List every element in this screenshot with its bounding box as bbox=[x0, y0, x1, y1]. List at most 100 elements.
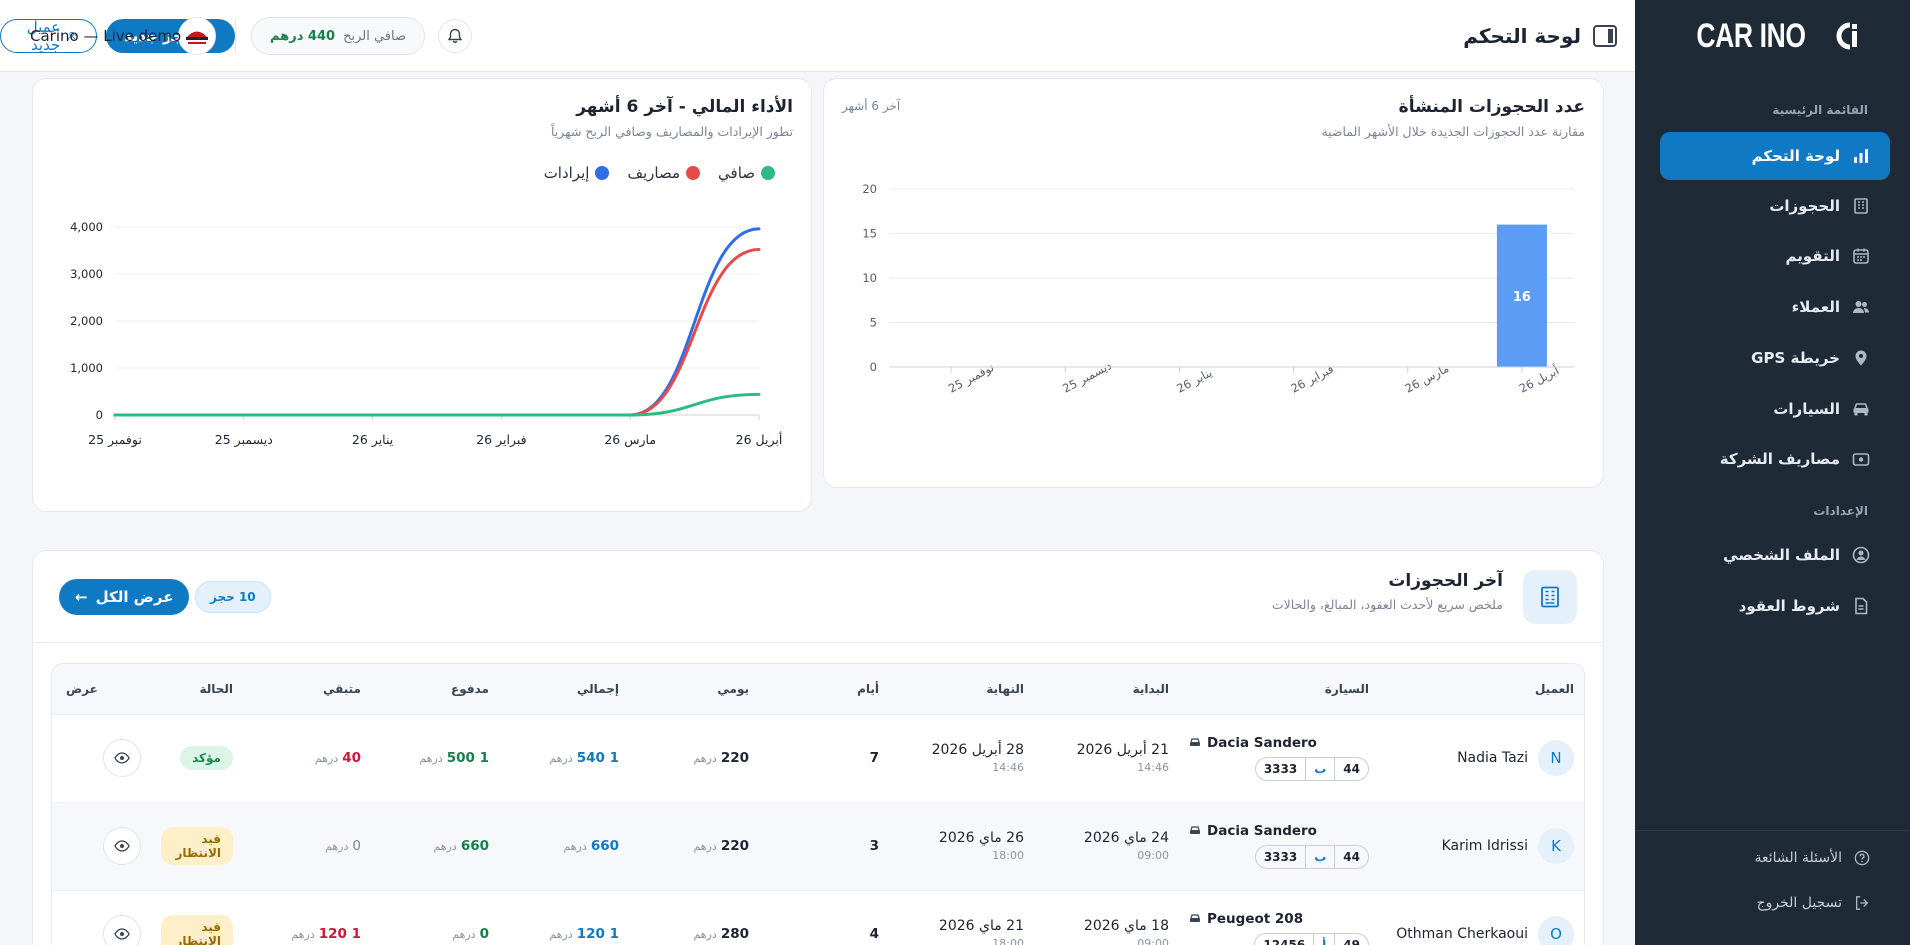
client-name[interactable]: Nadia Tazi bbox=[1457, 750, 1528, 766]
sidebar-item-label: مصاريف الشركة bbox=[1719, 450, 1840, 468]
sidebar-item-calendar[interactable]: التقويم bbox=[1660, 232, 1890, 280]
col-header-start[interactable]: البداية bbox=[1034, 664, 1179, 715]
bookings-chart-subtitle: مقارنة عدد الحجوزات الجديدة خلال الأشهر … bbox=[1321, 124, 1585, 139]
client-avatar: N bbox=[1538, 740, 1574, 776]
col-header-end[interactable]: النهاية bbox=[889, 664, 1034, 715]
table-row[interactable]: O Othman Cherkaoui Peugeot 208 12456 أ 49 1… bbox=[52, 890, 1584, 945]
days-count: 7 bbox=[869, 750, 879, 766]
paid-amount: 0 bbox=[479, 926, 489, 942]
view-booking-button[interactable] bbox=[103, 739, 141, 777]
currency-label: درهم bbox=[549, 928, 573, 941]
car-name[interactable]: Dacia Sandero bbox=[1189, 823, 1369, 839]
sidebar-item-profile[interactable]: الملف الشخصي bbox=[1660, 531, 1890, 579]
finance-chart-title: الأداء المالي - آخر 6 أشهر bbox=[576, 97, 793, 117]
sidebar-item-clients[interactable]: العملاء bbox=[1660, 283, 1890, 331]
currency-label: درهم bbox=[325, 840, 349, 853]
recent-bookings-header: آخر الحجوزات ملخص سريع لأحدث العقود، الم… bbox=[33, 551, 1603, 643]
legend-dot-revenue bbox=[595, 166, 610, 180]
col-header-car[interactable]: السيارة bbox=[1179, 664, 1379, 715]
sidebar-item-cars[interactable]: السيارات bbox=[1660, 385, 1890, 433]
currency-label: درهم bbox=[693, 840, 717, 853]
col-header-paid[interactable]: مدفوع bbox=[371, 664, 499, 715]
sidebar-item-label: العملاء bbox=[1791, 298, 1840, 316]
sidebar-faq-link[interactable]: الأسئلة الشائعة bbox=[1660, 850, 1890, 866]
col-header-days[interactable]: أيام bbox=[759, 664, 889, 715]
new-client-button[interactable]: عميل جديد bbox=[0, 18, 97, 54]
plate-letter: ب bbox=[1305, 758, 1336, 780]
remaining-amount: 40 bbox=[342, 750, 361, 766]
logout-icon bbox=[1856, 896, 1869, 910]
end-time: 18:00 bbox=[992, 937, 1024, 945]
table-row[interactable]: K Karim Idrissi Dacia Sandero 3333 ب 44 24 … bbox=[52, 802, 1584, 891]
car-icon bbox=[1190, 914, 1200, 922]
view-all-label: عرض الكل bbox=[95, 588, 174, 606]
app-logo[interactable]: CAR INO bbox=[1635, 0, 1910, 72]
plate-region: 49 bbox=[1343, 938, 1360, 945]
legend-item-expenses[interactable]: مصاريف bbox=[627, 164, 701, 182]
legend-item-net[interactable]: صافي bbox=[718, 164, 775, 182]
sidebar-toggle-icon[interactable] bbox=[1593, 25, 1617, 47]
faq-label: الأسئلة الشائعة bbox=[1754, 850, 1843, 866]
sidebar-item-bookings[interactable]: الحجوزات bbox=[1660, 182, 1890, 230]
col-header-client[interactable]: العميل bbox=[1379, 664, 1584, 715]
line-chart-series-line[interactable] bbox=[113, 227, 761, 417]
finance-line-chart: 0 1,000 2,000 3,000 4,000 نوفمبر 25 ديسمبر 25 ي… bbox=[70, 220, 783, 448]
remaining-amount: 1 120 bbox=[318, 926, 361, 942]
sidebar-item-contract-terms[interactable]: شروط العقود bbox=[1660, 582, 1890, 630]
sidebar-item-gps-map[interactable]: خريطة GPS bbox=[1660, 334, 1890, 382]
client-name[interactable]: Othman Cherkaoui bbox=[1396, 926, 1528, 942]
start-date: 21 أبريل 2026 bbox=[1076, 742, 1169, 758]
notifications-button[interactable] bbox=[438, 19, 472, 53]
arrow-left-icon: ← bbox=[75, 588, 88, 606]
sidebar-item-label: التقويم bbox=[1785, 247, 1841, 265]
car-icon bbox=[1853, 403, 1869, 416]
start-time: 14:46 bbox=[1137, 761, 1169, 774]
plate-region: 44 bbox=[1343, 762, 1360, 776]
bar-chart-bar[interactable] bbox=[1496, 224, 1547, 367]
view-all-button[interactable]: عرض الكل ← bbox=[59, 579, 190, 615]
help-circle-icon bbox=[1854, 850, 1870, 866]
sidebar: CAR INO القائمة الرئيسية لوحة التحكم الح… bbox=[1635, 0, 1910, 945]
car-name-text: Dacia Sandero bbox=[1207, 823, 1317, 839]
currency-label: درهم bbox=[693, 928, 717, 941]
new-booking-label: حجز جديد bbox=[123, 27, 194, 45]
rentcar-logo-icon bbox=[186, 31, 208, 44]
client-avatar: K bbox=[1538, 828, 1574, 864]
sidebar-item-label: الملف الشخصي bbox=[1723, 546, 1840, 564]
bookings-chart-title: عدد الحجوزات المنشأة bbox=[1398, 97, 1585, 117]
line-chart-y-tick: 1,000 bbox=[70, 361, 103, 375]
line-chart-series-line[interactable] bbox=[113, 392, 761, 417]
view-booking-button[interactable] bbox=[103, 827, 141, 865]
sidebar-item-dashboard[interactable]: لوحة التحكم bbox=[1660, 132, 1890, 180]
sidebar-item-label: خريطة GPS bbox=[1751, 349, 1840, 367]
status-badge: قيد الانتظار bbox=[161, 827, 233, 865]
bell-icon bbox=[447, 28, 463, 43]
plate-letter: ب bbox=[1305, 846, 1336, 868]
table-row[interactable]: N Nadia Tazi Dacia Sandero 3333 ب 44 21 أبر… bbox=[52, 714, 1584, 803]
sidebar-logout-link[interactable]: تسجيل الخروج bbox=[1660, 895, 1890, 911]
page-title: لوحة التحكم bbox=[1463, 24, 1581, 48]
line-chart-x-tick: أبريل 26 bbox=[736, 431, 783, 448]
building-icon bbox=[1541, 586, 1559, 608]
car-name[interactable]: Peugeot 208 bbox=[1189, 911, 1369, 927]
end-date: 21 ماي 2026 bbox=[938, 918, 1024, 934]
company-logo-avatar[interactable] bbox=[178, 17, 216, 55]
col-header-daily[interactable]: يومي bbox=[629, 664, 759, 715]
line-chart-x-tick: فبراير 26 bbox=[476, 432, 526, 448]
new-client-label: عميل جديد bbox=[26, 18, 61, 54]
legend-item-revenue[interactable]: إيرادات bbox=[544, 164, 610, 182]
bar-chart-x-tick: مارس 26 bbox=[1403, 361, 1452, 397]
car-name[interactable]: Dacia Sandero bbox=[1189, 735, 1369, 751]
col-header-total[interactable]: إجمالي bbox=[499, 664, 629, 715]
net-profit-pill: صافي الربح 440 درهم bbox=[251, 17, 425, 55]
view-booking-button[interactable] bbox=[103, 915, 141, 945]
plate-number: 12456 bbox=[1263, 938, 1306, 945]
sidebar-item-company-expenses[interactable]: مصاريف الشركة bbox=[1660, 435, 1890, 483]
client-name[interactable]: Karim Idrissi bbox=[1441, 838, 1528, 854]
sidebar-divider bbox=[1635, 830, 1910, 831]
company-name[interactable]: Carino — Live demo bbox=[30, 27, 182, 45]
col-header-status[interactable]: الحالة bbox=[151, 664, 243, 715]
status-badge: قيد الانتظار bbox=[161, 915, 233, 945]
net-profit-label: صافي الربح bbox=[343, 28, 406, 44]
col-header-remaining[interactable]: متبقي bbox=[243, 664, 371, 715]
